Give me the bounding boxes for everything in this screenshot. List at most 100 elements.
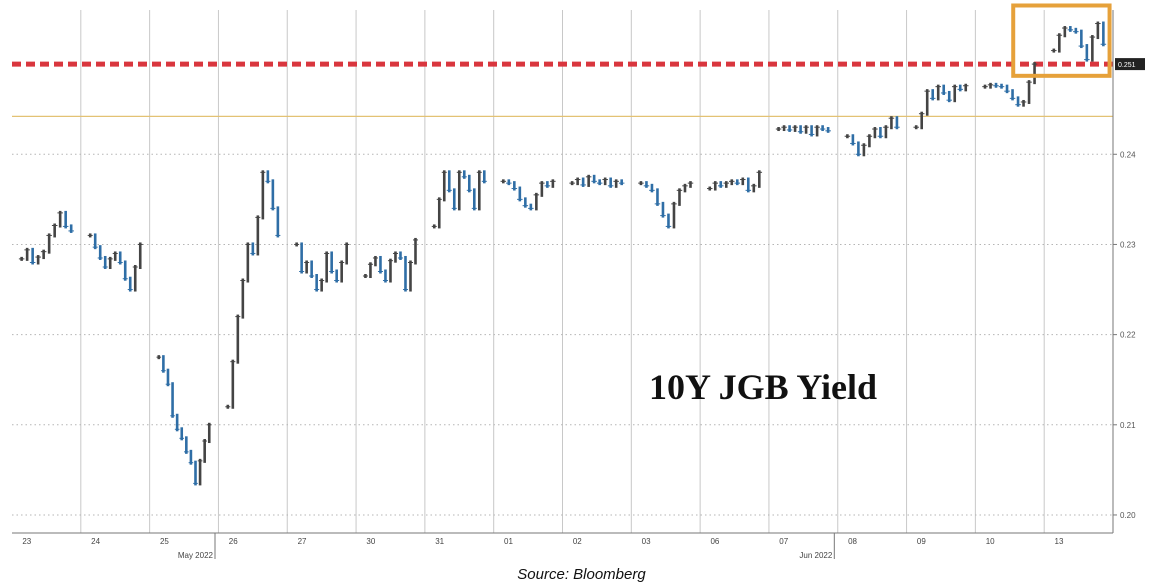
price-bar (1027, 80, 1031, 104)
price-bar (399, 251, 402, 260)
price-bar (194, 460, 197, 486)
price-bar (650, 183, 654, 193)
price-bar (369, 262, 372, 279)
price-bar (409, 260, 412, 292)
price-bar (128, 276, 132, 292)
x-tick-label: 07 (779, 537, 788, 546)
price-bar (53, 223, 56, 238)
price-bar (942, 84, 946, 95)
price-bar (587, 174, 590, 187)
x-tick-label: 24 (91, 537, 100, 546)
price-bar (678, 188, 681, 206)
price-bar (576, 177, 579, 186)
price-bar (947, 90, 951, 103)
price-bar (138, 242, 142, 269)
price-bar (620, 179, 623, 186)
price-bar (477, 170, 481, 211)
price-bar (108, 256, 112, 269)
price-bar (310, 260, 313, 279)
price-bar (884, 125, 888, 139)
price-bar (758, 170, 761, 188)
price-bar (345, 242, 348, 265)
price-bar (236, 314, 240, 364)
price-bar (581, 177, 585, 187)
x-tick-label: 25 (160, 537, 169, 546)
x-tick-label: 30 (366, 537, 375, 546)
price-bar (442, 170, 446, 202)
price-bar (414, 237, 417, 265)
price-series (18, 21, 1107, 486)
price-bar (656, 188, 659, 206)
axes (12, 10, 1117, 559)
price-bar (1016, 96, 1020, 107)
price-bar (1096, 21, 1100, 40)
price-bar (58, 210, 62, 228)
x-tick-label: 03 (642, 537, 651, 546)
price-bar (36, 255, 40, 265)
price-bar (936, 84, 940, 101)
x-tick-label: 31 (435, 537, 444, 546)
price-bar (614, 179, 618, 188)
price-bar (437, 197, 441, 229)
price-bar (1033, 62, 1036, 85)
price-bar (868, 134, 871, 148)
price-bar (256, 215, 260, 256)
y-tick-label: 0.23 (1120, 240, 1136, 249)
price-bar (603, 177, 607, 186)
price-bar (1058, 33, 1061, 53)
price-bar (42, 249, 45, 260)
price-bar (1091, 35, 1094, 62)
price-bar (609, 177, 612, 188)
price-bar (330, 251, 333, 274)
tick-labels: 0.20 0.21 0.22 0.23 0.24 0.251 23 24 25 26 27 30 31 0… (22, 58, 1145, 560)
x-tick-label: 08 (848, 537, 857, 546)
price-bar (175, 413, 179, 432)
chart-title: 10Y JGB Yield (649, 367, 877, 407)
price-bar (180, 427, 184, 441)
price-bar (447, 170, 451, 193)
price-bar (672, 201, 676, 229)
price-bar (815, 125, 819, 137)
highlight-box (1011, 3, 1112, 78)
x-tick-label: 27 (298, 537, 307, 546)
price-bar (799, 125, 802, 134)
price-bar (713, 181, 717, 191)
price-bar (741, 177, 745, 186)
price-bar (93, 233, 97, 250)
price-bar (873, 127, 877, 139)
price-bar (1063, 26, 1067, 38)
price-bar (862, 143, 866, 157)
price-bar (379, 255, 382, 274)
y-tick-label: 0.22 (1120, 331, 1136, 340)
price-bar (1011, 89, 1014, 101)
price-bar (551, 179, 555, 188)
price-bar (507, 179, 511, 186)
price-bar (483, 170, 486, 184)
y-tick-label: 0.21 (1120, 421, 1136, 430)
price-bar (989, 82, 992, 89)
price-bar (598, 179, 601, 186)
price-bar (305, 260, 308, 274)
price-bar (592, 174, 596, 184)
price-bar (1102, 21, 1105, 47)
y-tick-label: 0.24 (1120, 150, 1136, 159)
price-bar (335, 269, 338, 283)
price-bar (467, 174, 471, 193)
price-bar (266, 170, 270, 184)
price-bar (931, 89, 935, 101)
x-tick-label: 13 (1055, 537, 1064, 546)
grid-lines (12, 10, 1113, 533)
price-bar (171, 382, 174, 418)
x-tick-label: 02 (573, 537, 582, 546)
x-tick-label: 01 (504, 537, 513, 546)
price-bar (730, 179, 734, 186)
price-bar (166, 368, 170, 387)
price-bar (1005, 84, 1009, 94)
price-bar (113, 251, 117, 261)
price-bar (788, 125, 791, 132)
price-bar (261, 170, 265, 220)
price-bar (98, 245, 102, 260)
